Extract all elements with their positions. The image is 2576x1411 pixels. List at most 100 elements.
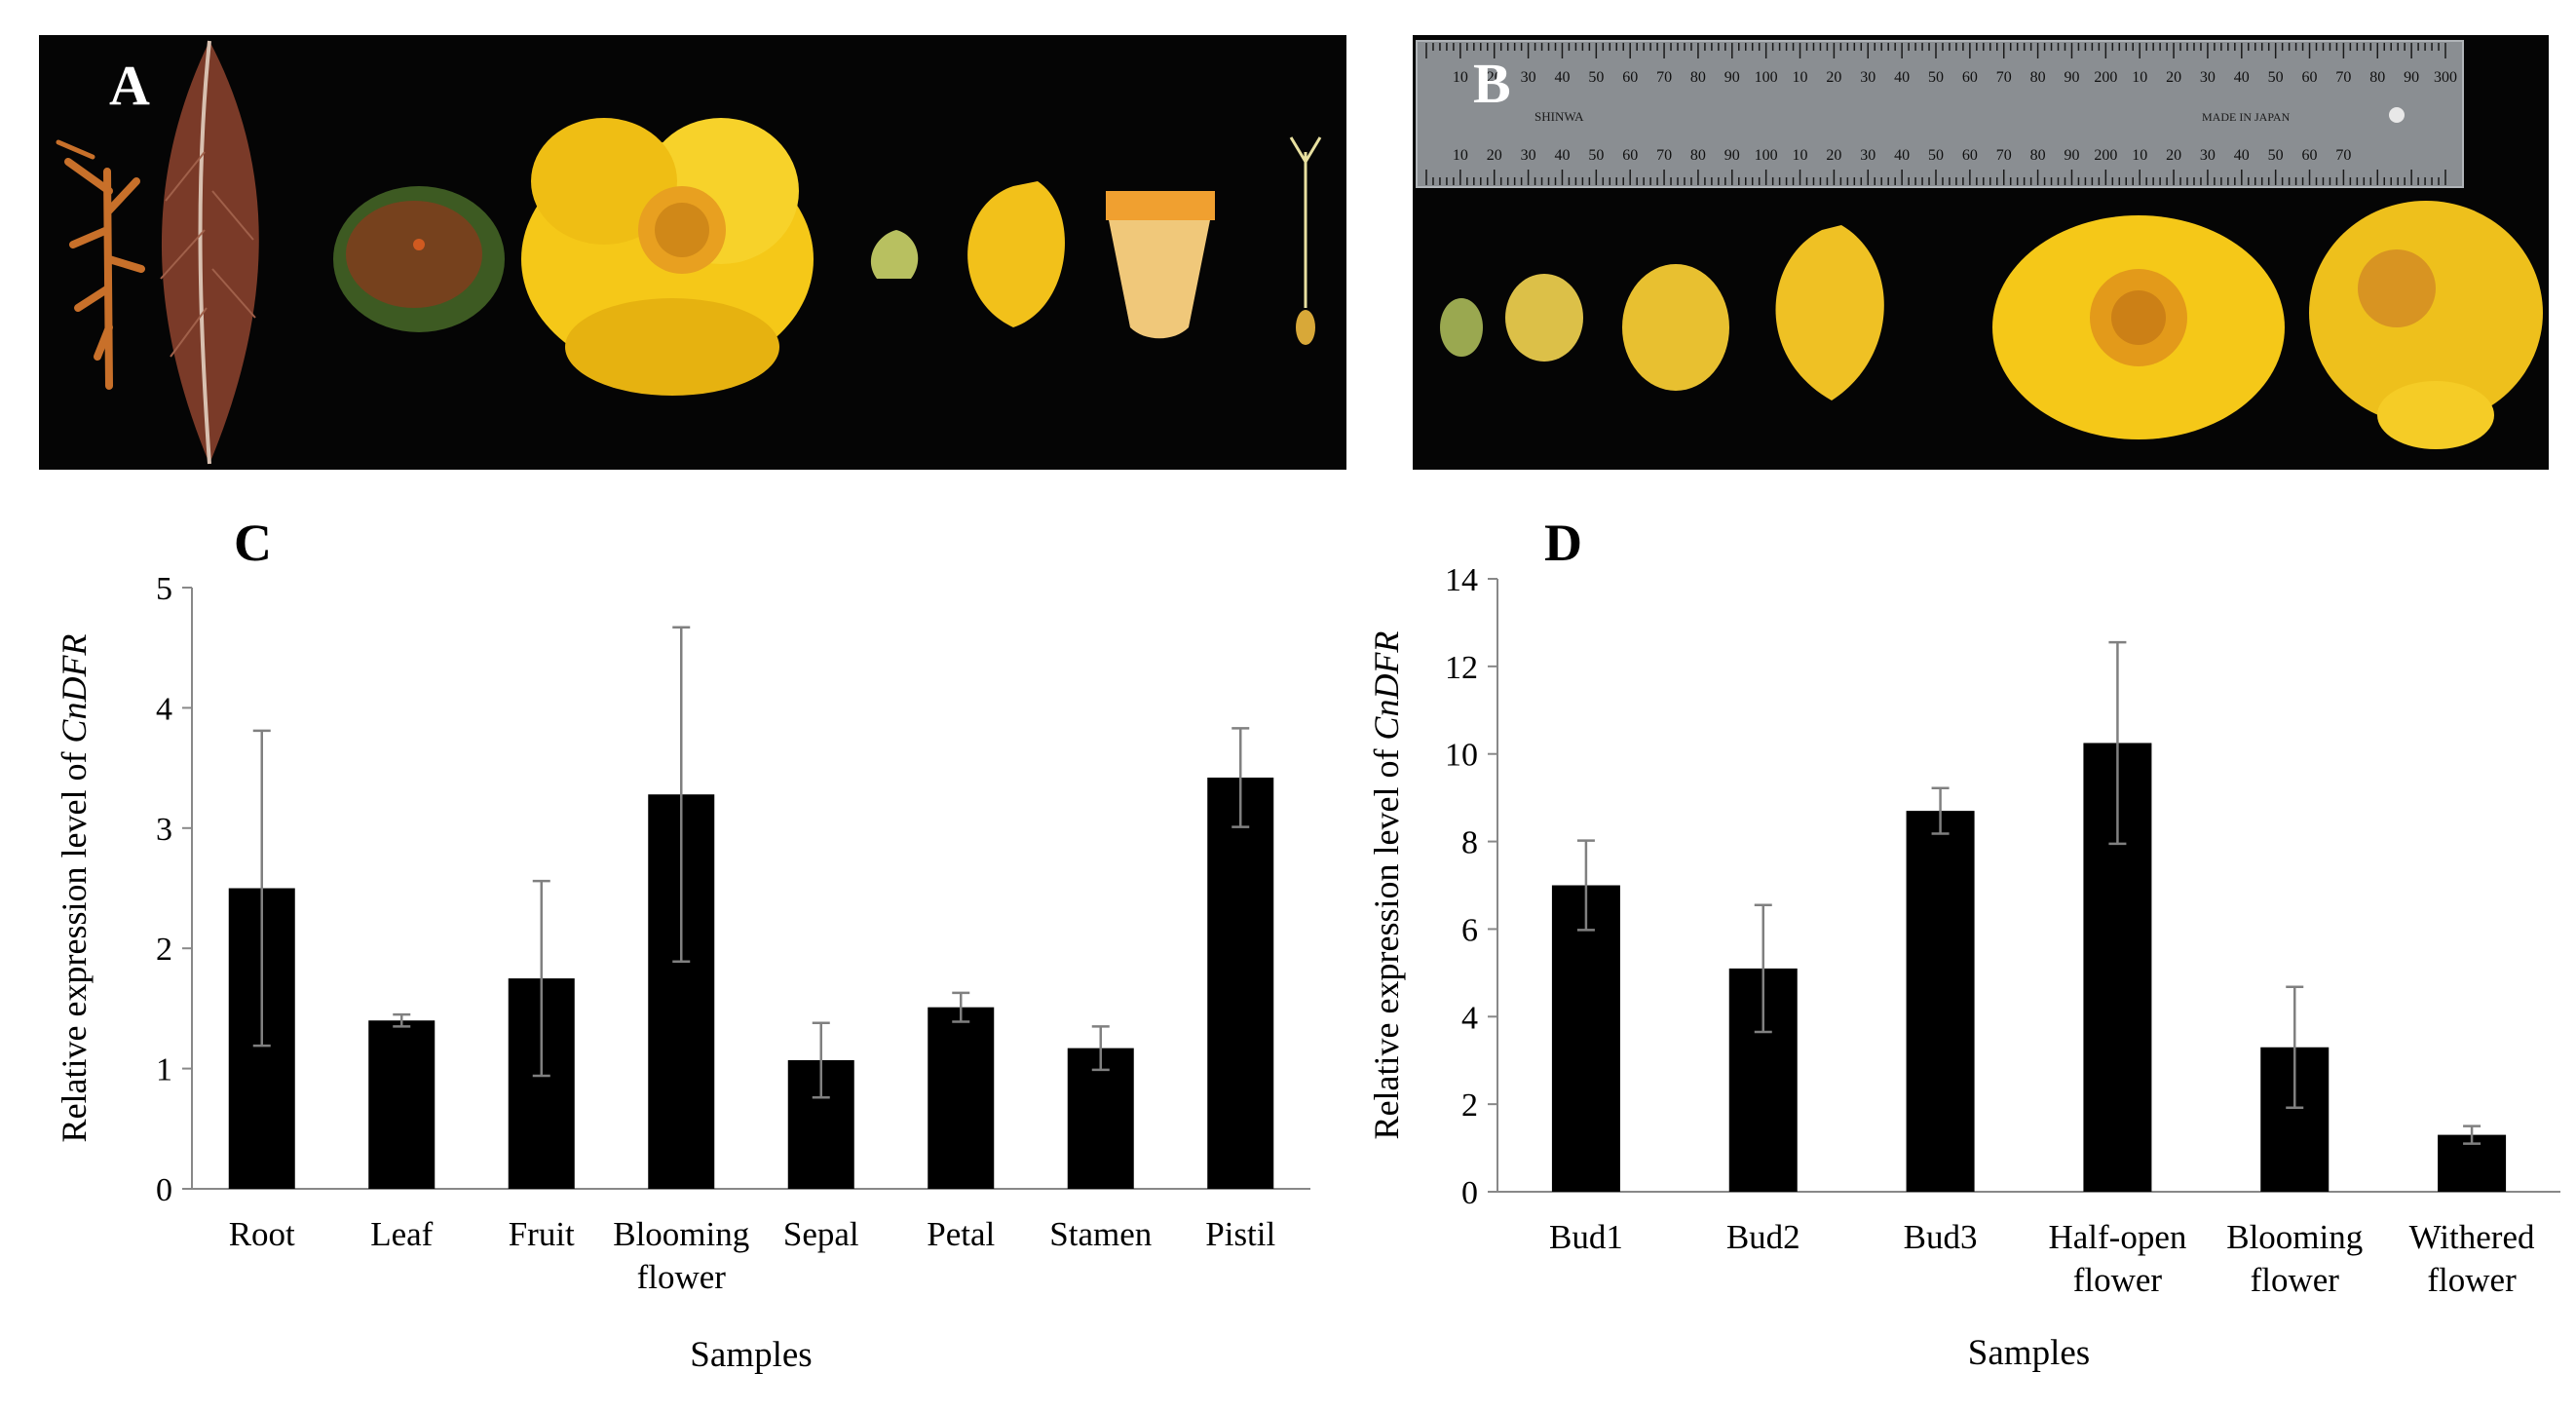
chart-c-x-tick-label: Root xyxy=(229,1215,295,1253)
chart-c-x-tick-label: Leaf xyxy=(370,1215,433,1253)
ruler-bottom-mark: 20 xyxy=(1487,147,1502,164)
chart-c-x-tick-label: Stamen xyxy=(1049,1215,1152,1253)
chart-d: D 0 2 4 6 8 10 12 14 Bud1 Bud2 Bud3 Half-open flowe… xyxy=(1367,514,2560,1373)
chart-c-bar xyxy=(928,1007,995,1189)
chart-d-x-tick-label: Bud1 xyxy=(1549,1218,1623,1256)
ruler-top-mark: 60 xyxy=(2302,69,2318,86)
chart-d-y-tick-label: 0 xyxy=(1461,1175,1478,1211)
ruler-bottom-mark: 90 xyxy=(1724,147,1740,164)
chart-c-y-tick-label: 2 xyxy=(156,932,172,968)
photo-panel-a: A xyxy=(39,35,1346,470)
ruler-top-mark: 200 xyxy=(2094,69,2117,86)
chart-d-x-tick-label: flower xyxy=(2251,1261,2340,1299)
blooming-flower-image xyxy=(521,118,814,396)
ruler-bottom-mark: 40 xyxy=(2234,147,2250,164)
ruler-top-mark: 30 xyxy=(2200,69,2216,86)
ruler-top-mark: 50 xyxy=(1588,69,1604,86)
ruler-bottom-mark: 40 xyxy=(1554,147,1570,164)
plant-organs-photo xyxy=(56,40,1322,465)
bud3-image xyxy=(1622,264,1729,391)
ruler-bottom-mark: 50 xyxy=(1928,147,1944,164)
ruler-top-mark: 50 xyxy=(2268,69,2284,86)
chart-d-y-tick-label: 14 xyxy=(1445,562,1478,598)
panel-label-a: A xyxy=(109,54,150,117)
chart-d-bar xyxy=(1551,885,1620,1192)
chart-c-x-tick-label: flower xyxy=(637,1258,727,1296)
sepal-image xyxy=(870,230,919,279)
ruler-bottom-mark: 200 xyxy=(2094,147,2117,164)
ruler-top-mark: 40 xyxy=(2234,69,2250,86)
chart-c-y-tick-label: 3 xyxy=(156,812,172,848)
ruler-bottom-mark: 30 xyxy=(1860,147,1875,164)
ruler-bottom-mark: 50 xyxy=(1588,147,1604,164)
chart-d-x-axis-label: Samples xyxy=(1968,1333,2090,1373)
ruler-bottom-mark: 70 xyxy=(1996,147,2012,164)
root-image xyxy=(56,139,145,390)
ruler-bottom-mark: 10 xyxy=(1453,147,1468,164)
ruler-top-mark: 60 xyxy=(1962,69,1978,86)
chart-d-x-tick-label: Half-open xyxy=(2048,1218,2186,1256)
chart-c-bar xyxy=(368,1020,436,1189)
chart-d-x-tick-label: Bud3 xyxy=(1904,1218,1978,1256)
chart-d-y-axis-label: Relative expression level of CnDFR xyxy=(1367,631,1406,1140)
chart-c: C 0 1 2 3 4 5 Root Leaf Fruit Blooming flower Sepa… xyxy=(55,514,1310,1375)
ruler-top-mark: 80 xyxy=(1690,69,1706,86)
chart-d-y-tick-label: 12 xyxy=(1445,650,1478,686)
chart-d-ylabel-prefix: Relative expression level of xyxy=(1367,741,1406,1140)
bud1-image xyxy=(1440,298,1483,357)
chart-c-x-tick-label: Petal xyxy=(927,1215,995,1253)
chart-d-y-tick-label: 2 xyxy=(1461,1087,1478,1124)
chart-d-x-tick-label: flower xyxy=(2073,1261,2163,1299)
chart-c-ylabel-prefix: Relative expression level of xyxy=(55,744,94,1143)
ruler-top-mark: 40 xyxy=(1894,69,1910,86)
ruler-top-mark: 50 xyxy=(1928,69,1944,86)
ruler-top-mark: 100 xyxy=(1755,69,1778,86)
ruler-bottom-mark: 70 xyxy=(1656,147,1672,164)
chart-d-ylabel-gene: CnDFR xyxy=(1367,631,1406,741)
chart-d-x-tick-label: Bud2 xyxy=(1726,1218,1800,1256)
ruler-bottom-mark: 80 xyxy=(2030,147,2046,164)
ruler-bottom-mark: 60 xyxy=(1962,147,1978,164)
fruit-image xyxy=(333,186,505,332)
ruler-bottom-mark: 20 xyxy=(2166,147,2181,164)
ruler-bottom-mark: 20 xyxy=(1826,147,1841,164)
chart-c-x-tick-label: Fruit xyxy=(509,1215,575,1253)
withered-flower-image xyxy=(2309,201,2543,449)
leaf-image xyxy=(160,40,259,465)
ruler-top-mark: 90 xyxy=(1724,69,1740,86)
ruler-top-mark: 40 xyxy=(1554,69,1570,86)
ruler-brand-text: SHINWA xyxy=(1534,109,1584,124)
chart-c-y-tick-label: 1 xyxy=(156,1052,172,1088)
chart-c-x-tick-label: Pistil xyxy=(1205,1215,1275,1253)
ruler-bottom-mark: 80 xyxy=(1690,147,1706,164)
ruler-bottom-mark: 60 xyxy=(2302,147,2318,164)
half-open-flower-image xyxy=(1775,225,1884,400)
ruler-top-mark: 10 xyxy=(1453,69,1468,86)
chart-c-x-tick-label: Blooming xyxy=(613,1215,749,1253)
ruler-top-mark: 80 xyxy=(2369,69,2385,86)
pistil-image xyxy=(1289,136,1322,345)
ruler-bottom-mark: 90 xyxy=(2064,147,2079,164)
chart-c-ylabel-gene: CnDFR xyxy=(55,634,94,744)
petal-image xyxy=(967,181,1065,327)
chart-c-y-tick-label: 5 xyxy=(156,571,172,607)
ruler-bottom-mark: 70 xyxy=(2335,147,2351,164)
ruler-bottom-mark: 100 xyxy=(1755,147,1778,164)
chart-d-x-tick-label: flower xyxy=(2427,1261,2517,1299)
stamen-image xyxy=(1106,191,1215,339)
ruler-top-mark: 30 xyxy=(1860,69,1875,86)
chart-c-y-tick-label: 4 xyxy=(156,691,172,727)
ruler-bottom-mark: 10 xyxy=(2132,147,2147,164)
ruler-top-mark: 90 xyxy=(2404,69,2419,86)
chart-c-bar xyxy=(1207,777,1274,1189)
ruler-bottom-mark: 10 xyxy=(1793,147,1808,164)
ruler-top-mark: 70 xyxy=(1996,69,2012,86)
ruler-top-mark: 20 xyxy=(2166,69,2181,86)
ruler-top-mark: 20 xyxy=(1826,69,1841,86)
photo-panel-b: 10 20 30 40 50 60 70 80 90 100 10 20 30 40 50 60 70 80 90 2… xyxy=(1413,35,2549,470)
chart-d-y-tick-label: 4 xyxy=(1461,1000,1478,1036)
chart-d-x-tick-label: Blooming xyxy=(2226,1218,2363,1256)
ruler-top-mark: 80 xyxy=(2030,69,2046,86)
ruler-image: 10 20 30 40 50 60 70 80 90 100 10 20 30 40 50 60 70 80 90 2… xyxy=(1416,40,2464,188)
chart-c-bar xyxy=(1067,1048,1134,1189)
